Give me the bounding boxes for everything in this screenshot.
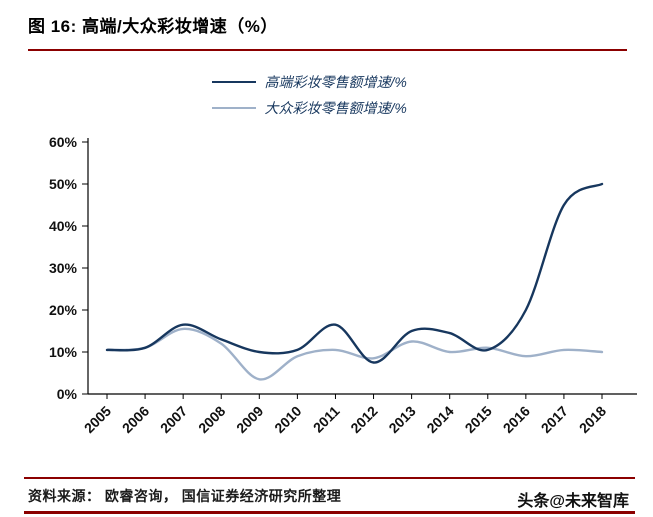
legend-item-highend: 高端彩妆零售额增速/%: [211, 72, 442, 92]
legend-label-highend: 高端彩妆零售额增速/%: [264, 74, 407, 90]
svg-text:10%: 10%: [49, 344, 78, 360]
svg-text:2010: 2010: [271, 403, 304, 436]
footer-divider-bottom: [24, 511, 635, 514]
svg-text:2005: 2005: [81, 403, 114, 436]
legend-item-mass: 大众彩妆零售额增速/%: [211, 98, 442, 118]
branding-watermark: 头条@未来智库: [517, 493, 629, 510]
legend-line-highend-icon: [211, 81, 256, 83]
svg-text:2013: 2013: [385, 403, 418, 436]
svg-text:2015: 2015: [462, 403, 495, 436]
svg-text:2011: 2011: [310, 403, 343, 436]
svg-text:0%: 0%: [57, 386, 78, 402]
svg-text:2007: 2007: [157, 403, 190, 436]
legend-label-mass: 大众彩妆零售额增速/%: [264, 100, 407, 116]
svg-text:2006: 2006: [119, 403, 152, 436]
svg-text:2017: 2017: [538, 403, 571, 436]
chart-legend: 高端彩妆零售额增速/% 大众彩妆零售额增速/%: [0, 72, 653, 118]
svg-text:40%: 40%: [49, 218, 78, 234]
figure-header: 图 16: 高端/大众彩妆增速（%）: [28, 12, 627, 51]
svg-text:50%: 50%: [49, 176, 78, 192]
svg-text:2018: 2018: [576, 403, 609, 436]
svg-text:2008: 2008: [195, 403, 228, 436]
source-note: 资料来源： 欧睿咨询， 国信证券经济研究所整理: [28, 488, 342, 504]
figure-title: 图 16: 高端/大众彩妆增速（%）: [28, 17, 278, 36]
line-chart: 0% 10% 20% 30% 40% 50% 60% 2005 2006 2007 2008 2009…: [0, 124, 653, 472]
footer-divider-top: [24, 477, 635, 479]
svg-text:2014: 2014: [423, 403, 456, 436]
svg-text:2009: 2009: [233, 403, 266, 436]
svg-text:2012: 2012: [347, 403, 380, 436]
svg-text:60%: 60%: [49, 134, 78, 150]
legend-line-mass-icon: [211, 107, 256, 109]
svg-text:20%: 20%: [49, 302, 78, 318]
svg-text:2016: 2016: [500, 403, 533, 436]
svg-text:30%: 30%: [49, 260, 78, 276]
chart-canvas: 0% 10% 20% 30% 40% 50% 60% 2005 2006 2007 2008 2009…: [49, 134, 637, 436]
